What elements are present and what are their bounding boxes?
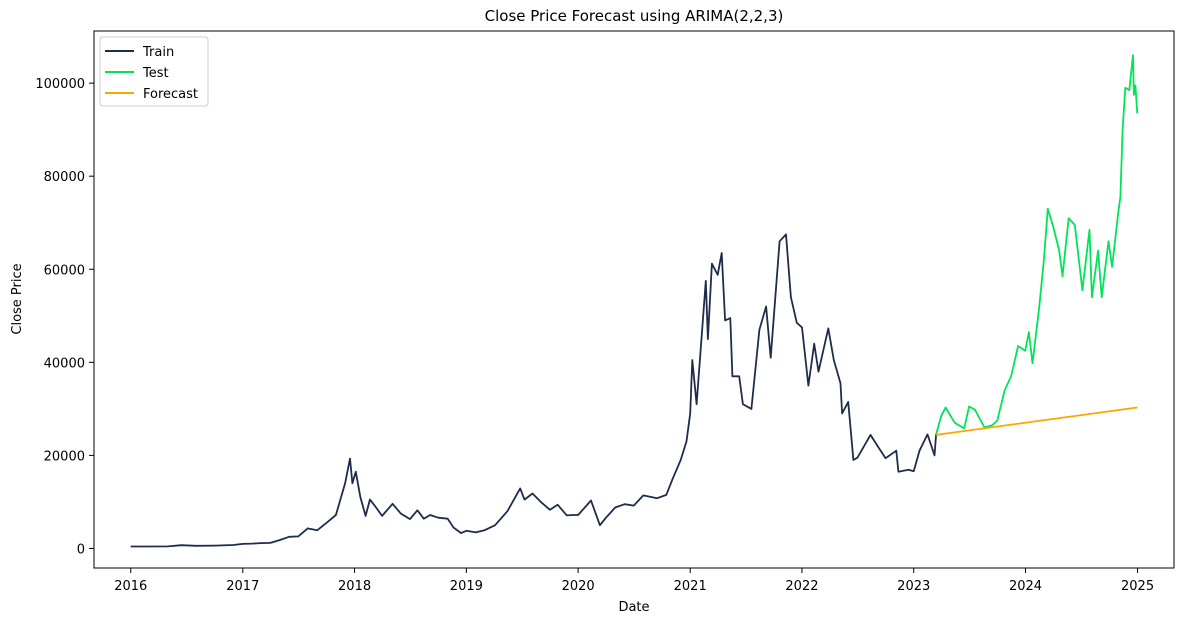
x-tick-label: 2017 [226,579,259,594]
y-tick-label: 60000 [44,263,85,278]
y-axis-label: Close Price [10,263,25,334]
x-tick-label: 2021 [674,579,707,594]
legend-label-forecast: Forecast [143,87,198,102]
y-tick-label: 20000 [44,449,85,464]
y-tick-label: 0 [77,542,85,557]
legend-label-train: Train [142,45,174,60]
series-line-test [935,54,1139,435]
x-tick-label: 2025 [1121,579,1154,594]
x-tick-label: 2016 [114,579,147,594]
chart-title: Close Price Forecast using ARIMA(2,2,3) [485,7,784,25]
x-tick-label: 2018 [338,579,371,594]
x-axis: 2016 2017 2018 2019 2020 2021 2022 2023 2024 2025 [114,568,1154,594]
x-tick-label: 2023 [897,579,930,594]
series-line-train [130,233,937,548]
y-tick-label: 80000 [44,170,85,185]
x-tick-label: 2022 [785,579,818,594]
series-line-forecast [935,406,1138,436]
plot-area [130,54,1139,548]
x-axis-label: Date [618,600,649,615]
legend: Train Test Forecast [99,36,209,107]
x-tick-label: 2020 [562,579,595,594]
y-tick-label: 40000 [44,356,85,371]
plot-frame [93,30,1175,569]
x-tick-label: 2024 [1009,579,1042,594]
x-tick-label: 2019 [450,579,483,594]
y-tick-label: 100000 [35,77,85,92]
legend-box [99,36,209,107]
y-axis: 0 20000 40000 60000 80000 100000 [35,77,94,557]
legend-label-test: Test [142,66,169,81]
